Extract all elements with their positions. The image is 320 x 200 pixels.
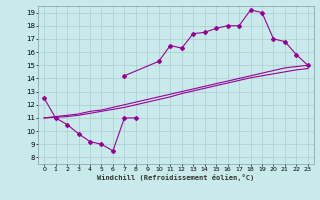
X-axis label: Windchill (Refroidissement éolien,°C): Windchill (Refroidissement éolien,°C) [97,174,255,181]
